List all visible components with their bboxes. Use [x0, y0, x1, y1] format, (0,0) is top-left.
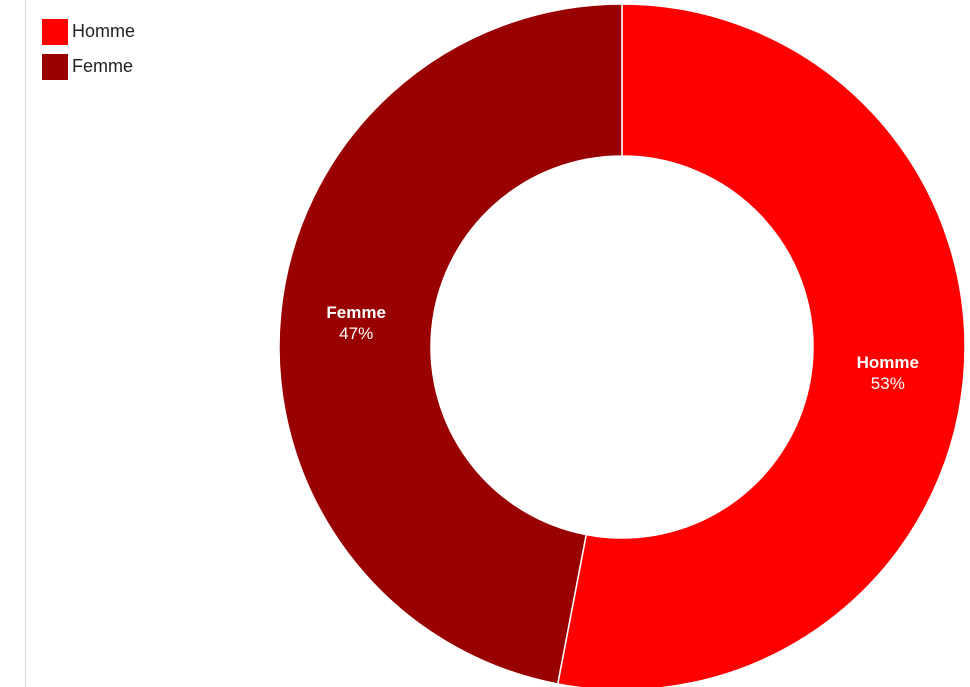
left-divider	[25, 0, 26, 687]
legend-label-homme: Homme	[72, 21, 136, 41]
slice-label-femme: Femme	[326, 303, 386, 322]
slice-value-homme: 53%	[871, 374, 905, 393]
legend-swatch-homme	[42, 18, 68, 45]
donut-labels: Homme 53% Femme 47%	[326, 303, 919, 393]
slice-label-homme: Homme	[857, 353, 919, 372]
legend: Homme Femme	[42, 14, 135, 84]
legend-label-femme: Femme	[72, 56, 134, 76]
slice-value-femme: 47%	[339, 324, 373, 343]
slice-homme[interactable]	[556, 3, 966, 687]
legend-item-femme[interactable]: Femme	[42, 49, 135, 84]
slice-femme[interactable]	[278, 3, 623, 685]
donut-slices	[278, 3, 966, 687]
legend-swatch-femme	[42, 53, 68, 80]
legend-item-homme[interactable]: Homme	[42, 14, 135, 49]
